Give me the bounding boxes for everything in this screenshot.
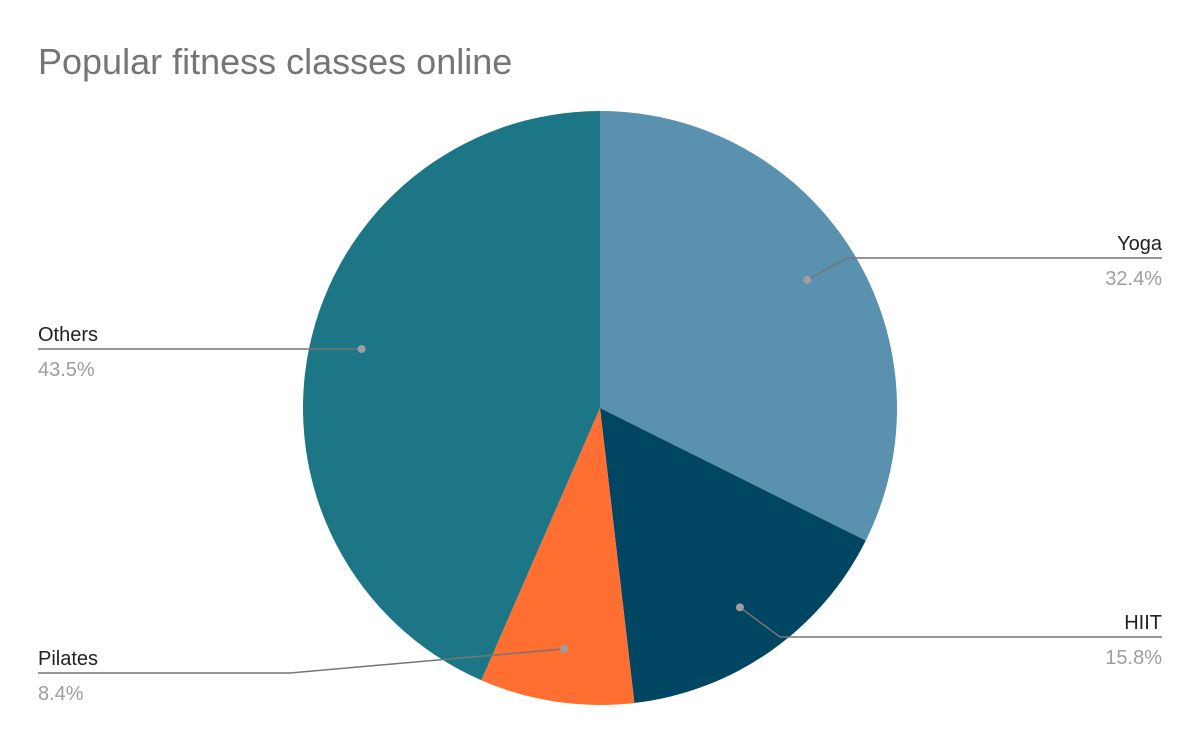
pie-slice-yoga <box>600 111 898 541</box>
slice-value-label: 32.4% <box>1105 268 1162 290</box>
callout-line <box>38 648 565 674</box>
callout-dot <box>735 603 744 612</box>
callout-dot <box>357 345 366 353</box>
chart-title: Popular fitness classes online <box>38 41 512 82</box>
pie-slice-hiit <box>600 408 866 703</box>
slice-value-label: 8.4% <box>38 683 84 705</box>
callout-dot <box>560 644 569 653</box>
slice-value-label: 43.5% <box>38 359 95 381</box>
pie-slice-others <box>303 111 600 681</box>
slice-value-label: 15.8% <box>1105 647 1162 669</box>
slice-label: HIIT <box>1124 612 1162 634</box>
slice-label: Pilates <box>38 648 98 670</box>
callout-dot <box>803 275 812 284</box>
callout-line <box>739 606 1162 638</box>
pie-slice-pilates <box>481 408 635 705</box>
slice-label: Yoga <box>1117 233 1163 255</box>
slice-label: Others <box>38 324 98 346</box>
callout-line <box>806 257 1162 281</box>
